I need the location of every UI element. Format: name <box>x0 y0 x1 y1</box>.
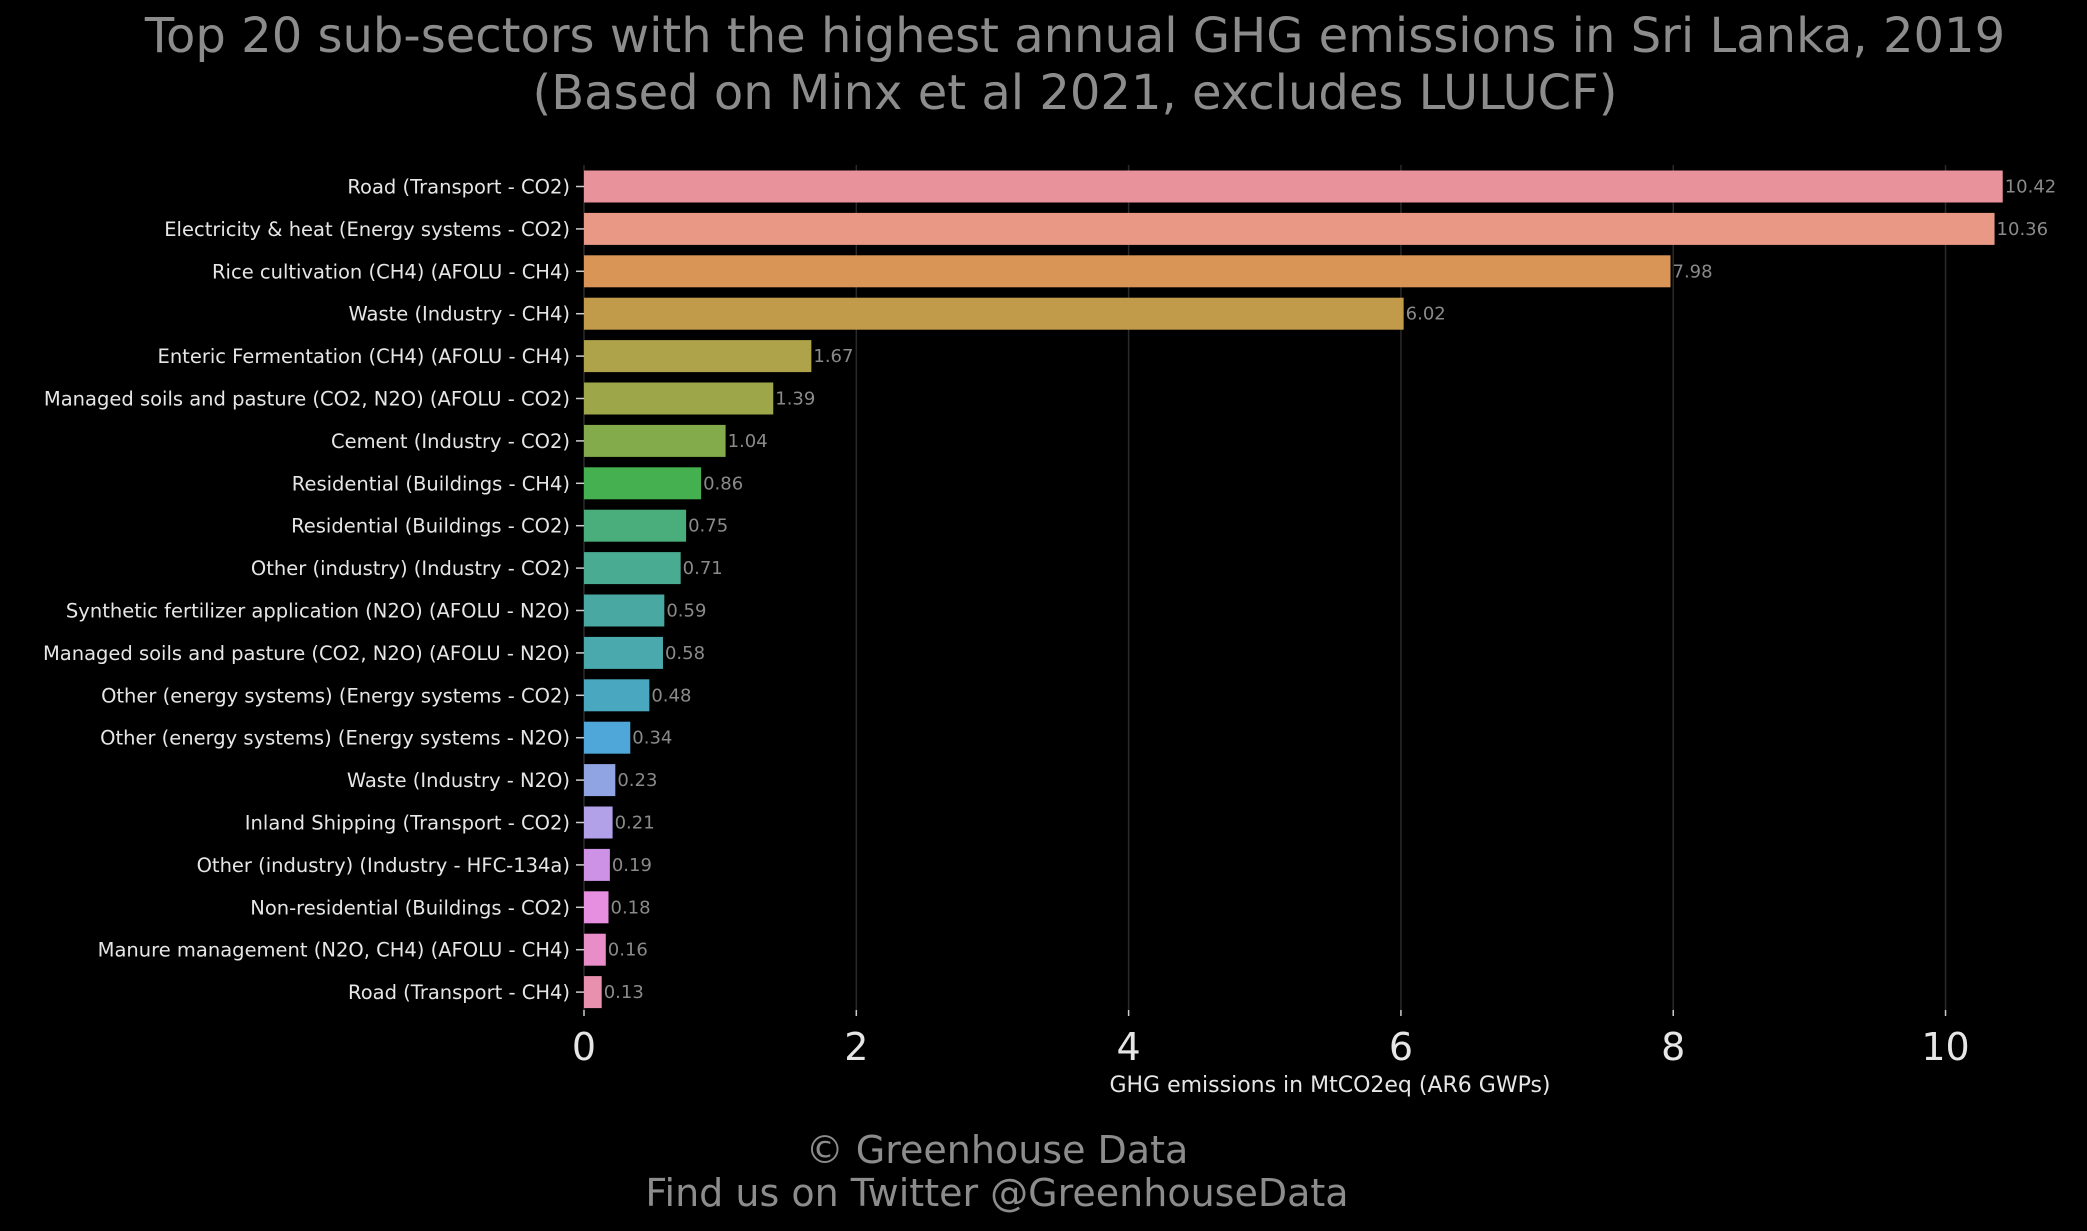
bars <box>584 170 2003 1009</box>
gridlines <box>583 165 1947 1010</box>
value-label: 0.19 <box>612 855 652 876</box>
x-tick-label: 0 <box>572 1025 596 1069</box>
x-axis-label: GHG emissions in MtCO2eq (AR6 GWPs) <box>1109 1073 1550 1098</box>
category-label: Other (energy systems) (Energy systems -… <box>101 684 570 707</box>
x-tick-label: 10 <box>1921 1025 1969 1069</box>
category-label: Other (industry) (Industry - CO2) <box>251 557 570 580</box>
value-label: 0.21 <box>615 813 655 834</box>
bar <box>584 509 687 542</box>
category-label: Road (Transport - CH4) <box>348 981 570 1004</box>
value-label: 1.04 <box>728 431 768 452</box>
value-label: 0.48 <box>651 685 691 706</box>
category-label: Waste (Industry - CH4) <box>348 303 570 326</box>
value-label: 0.71 <box>683 558 723 579</box>
bar <box>584 340 812 373</box>
category-label: Electricity & heat (Energy systems - CO2… <box>164 218 570 241</box>
bar <box>584 891 609 924</box>
bar <box>584 552 681 585</box>
x-tick-label: 4 <box>1117 1025 1141 1069</box>
value-label: 0.58 <box>665 643 705 664</box>
bar <box>584 848 610 881</box>
category-label: Managed soils and pasture (CO2, N2O) (AF… <box>44 388 570 411</box>
value-label: 0.75 <box>688 516 728 537</box>
category-labels: Road (Transport - CO2) Electricity & heat… <box>43 176 584 1004</box>
bar <box>584 255 1671 288</box>
value-label: 0.18 <box>611 897 651 918</box>
x-axis-ticks: 0 2 4 6 8 10 <box>572 1010 1970 1069</box>
value-label: 0.34 <box>632 728 672 749</box>
value-label: 0.59 <box>666 601 706 622</box>
category-label: Rice cultivation (CH4) (AFOLU - CH4) <box>212 260 570 283</box>
value-label: 0.86 <box>703 473 743 494</box>
bar <box>584 297 1404 330</box>
x-tick-label: 2 <box>844 1025 868 1069</box>
bar <box>584 424 726 457</box>
category-label: Residential (Buildings - CO2) <box>291 515 570 538</box>
footer-copyright: © Greenhouse Data <box>806 1128 1189 1172</box>
value-label: 0.13 <box>604 982 644 1003</box>
category-label: Cement (Industry - CO2) <box>331 430 570 453</box>
value-label: 1.67 <box>813 346 853 367</box>
category-label: Managed soils and pasture (CO2, N2O) (AF… <box>43 642 570 665</box>
chart-subtitle: (Based on Minx et al 2021, excludes LULU… <box>533 65 1618 121</box>
value-label: 6.02 <box>1406 304 1446 325</box>
bar <box>584 467 702 500</box>
category-label: Enteric Fermentation (CH4) (AFOLU - CH4) <box>158 345 571 368</box>
category-label: Other (energy systems) (Energy systems -… <box>100 727 570 750</box>
bar <box>584 636 663 669</box>
category-label: Waste (Industry - N2O) <box>347 769 570 792</box>
bar <box>584 721 631 754</box>
bar <box>584 679 650 712</box>
value-label: 7.98 <box>1673 261 1713 282</box>
value-label: 1.39 <box>775 389 815 410</box>
value-label: 10.36 <box>1997 219 2049 240</box>
bar <box>584 764 616 797</box>
value-label: 0.16 <box>608 940 648 961</box>
value-labels: 10.42 10.36 7.98 6.02 1.67 1.39 1.04 0.86 0.75 0.… <box>604 177 2057 1004</box>
x-tick-label: 8 <box>1661 1025 1685 1069</box>
category-label: Residential (Buildings - CH4) <box>292 472 570 495</box>
bar <box>584 594 665 627</box>
x-tick-label: 6 <box>1389 1025 1413 1069</box>
value-label: 0.23 <box>617 770 657 791</box>
value-label: 10.42 <box>2005 177 2057 198</box>
category-label: Inland Shipping (Transport - CO2) <box>245 812 570 835</box>
bar <box>584 382 774 415</box>
bar <box>584 212 1995 245</box>
category-label: Synthetic fertilizer application (N2O) (… <box>66 600 570 623</box>
chart-title: Top 20 sub-sectors with the highest annu… <box>144 8 2005 64</box>
bar <box>584 976 602 1009</box>
category-label: Non-residential (Buildings - CO2) <box>250 896 570 919</box>
bar <box>584 933 606 966</box>
bar <box>584 806 613 839</box>
category-label: Road (Transport - CO2) <box>347 176 570 199</box>
category-label: Other (industry) (Industry - HFC-134a) <box>197 854 570 877</box>
category-label: Manure management (N2O, CH4) (AFOLU - CH… <box>98 939 570 962</box>
footer-twitter: Find us on Twitter @GreenhouseData <box>645 1171 1348 1215</box>
bar <box>584 170 2003 203</box>
